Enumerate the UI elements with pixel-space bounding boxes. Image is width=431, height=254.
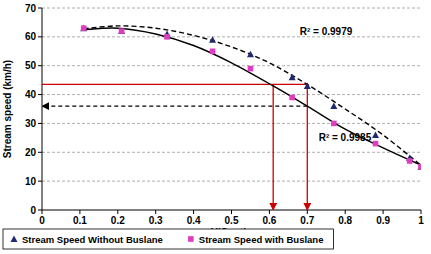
annotation: R² = 0.9979 [300,26,353,37]
data-point [248,66,254,72]
y-tick-label: 10 [25,176,37,187]
y-tick [38,65,42,66]
data-point [80,25,87,32]
chart: 0 10 20 30 40 50 60 70 0 0.1 0.2 0.3 0.4 0.5 0.6 0.7 0.8… [0,0,431,254]
data-point [289,95,295,101]
y-tick-label: 20 [25,147,37,158]
x-tick [231,210,232,214]
x-tick-label: 0.1 [73,215,87,226]
x-tick [155,210,156,214]
plot-area [42,25,421,210]
x-tick [345,210,346,214]
grid-line [42,36,421,37]
guide-line [273,84,274,210]
y-tick [38,210,42,211]
x-tick [307,210,308,214]
data-point [373,141,379,147]
x-tick [42,210,43,214]
x-tick [383,210,384,214]
x-tick-label: 0.9 [376,215,390,226]
y-tick-label: 30 [25,118,37,129]
grid-line [42,65,421,66]
legend-marker [188,236,194,242]
x-tick-label: 0.2 [111,215,125,226]
x-tick [269,210,270,214]
y-axis-label: Stream speed (km/h) [2,60,13,158]
data-point [407,158,413,164]
legend: Stream Speed Without Buslane Stream Speed… [3,229,333,249]
y-tick [38,181,42,182]
y-tick [38,94,42,95]
guide-line [42,105,307,106]
x-tick-label: 0.6 [262,215,276,226]
y-tick [38,8,42,9]
y-tick [38,36,42,37]
x-tick-label: 0.7 [300,215,314,226]
grid-line [42,181,421,182]
x-tick-label: 1 [418,215,424,226]
data-point [304,82,311,89]
data-point [418,163,422,170]
y-tick-label: 50 [25,60,37,71]
y-axis [42,8,43,210]
y-tick-label: 70 [25,3,37,14]
x-tick [117,210,118,214]
data-point [372,131,379,138]
data-point [118,28,125,34]
trend-line [84,26,421,165]
grid-line [42,152,421,153]
x-tick [421,210,422,214]
guide-line [42,84,307,85]
legend-label: Stream Speed with Buslane [199,234,324,245]
legend-label: Stream Speed Without Buslane [22,234,163,245]
x-tick-label: 0.3 [149,215,163,226]
legend-marker [11,236,18,243]
grid-line [42,123,421,124]
guide-line [307,84,308,210]
data-point [210,48,216,54]
data-point [209,36,216,43]
data-point [331,121,337,127]
data-point [119,28,125,34]
grid-line [42,94,421,95]
legend-box [3,229,333,249]
x-tick-label: 0 [39,215,45,226]
annotation: R² = 0.9985 [319,132,372,143]
y-tick [38,152,42,153]
y-tick-label: 40 [25,89,37,100]
x-tick-label: 0.4 [187,215,201,226]
data-point [247,51,254,58]
data-point [289,74,296,81]
y-tick-label: 60 [25,31,37,42]
x-tick [79,210,80,214]
data-point [418,164,421,170]
x-tick-label: 0.8 [338,215,352,226]
y-tick-label: 0 [30,205,36,216]
x-tick-label: 0.5 [225,215,239,226]
grid-line [42,8,421,9]
y-tick [38,123,42,124]
data-point [81,25,87,31]
data-point [164,34,170,40]
trend-line [84,28,421,165]
data-point [330,103,337,110]
x-tick [193,210,194,214]
x-axis [42,210,421,211]
